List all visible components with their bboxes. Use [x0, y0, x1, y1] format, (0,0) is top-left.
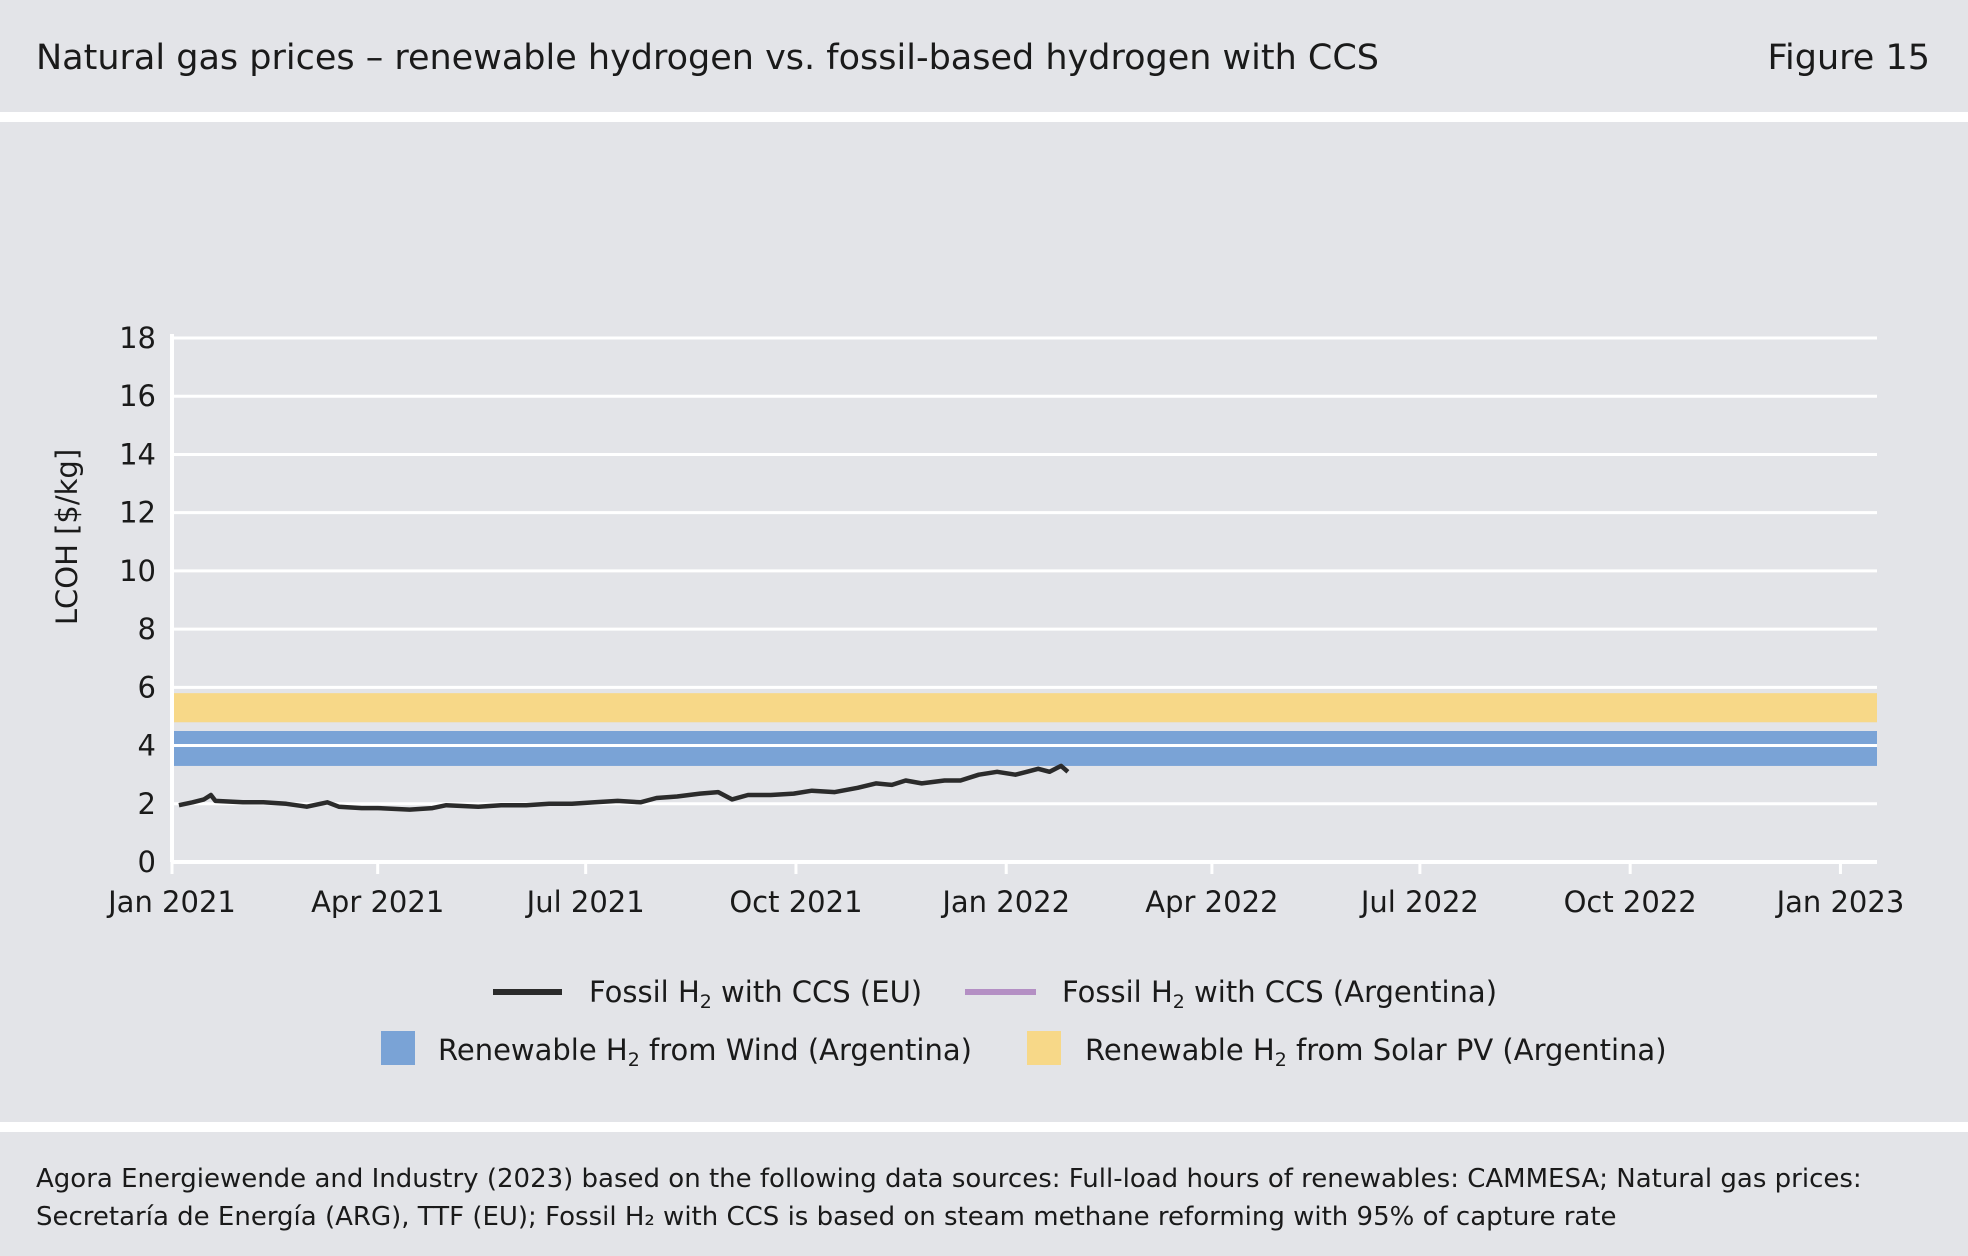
x-tick-label: Jul 2022 — [1359, 885, 1479, 919]
legend-label-band-0: Renewable H2 from Wind (Argentina) — [438, 1033, 972, 1071]
legend-swatch-band-1 — [1027, 1031, 1061, 1065]
source-line-1: Agora Energiewende and Industry (2023) b… — [36, 1164, 1862, 1194]
y-tick-label: 10 — [119, 554, 156, 588]
legend: Fossil H2 with CCS (EU) Fossil H2 with CC… — [381, 975, 1667, 1071]
y-tick-label: 8 — [138, 612, 156, 646]
x-tick-label: Jan 2023 — [1775, 885, 1905, 919]
series-lines — [178, 763, 1070, 812]
header: Natural gas prices – renewable hydrogen … — [0, 0, 1968, 112]
x-tick-label: Jul 2021 — [525, 885, 645, 919]
y-tick-label: 14 — [119, 437, 156, 471]
band-1 — [172, 693, 1877, 723]
x-tick-label: Apr 2021 — [311, 885, 444, 919]
legend-label-band-1: Renewable H2 from Solar PV (Argentina) — [1085, 1033, 1667, 1071]
y-tick-label: 6 — [138, 670, 156, 704]
band-layer — [172, 693, 1877, 766]
x-tick-label: Jan 2022 — [940, 885, 1070, 919]
y-tick-label: 12 — [119, 496, 156, 530]
axes: 0 2 4 6 8 10 12 14 16 18 Jan 2021 Apr 2021 Jul 2021 O… — [106, 321, 1904, 919]
source-line-2: Secretaría de Energía (ARG), TTF (EU); F… — [36, 1202, 1617, 1232]
x-tick-label: Jan 2021 — [106, 885, 236, 919]
gridlines — [172, 336, 1877, 806]
legend-swatch-band-0 — [381, 1031, 415, 1065]
y-tick-label: 16 — [119, 379, 156, 413]
band-0 — [172, 731, 1877, 766]
x-tick-label: Apr 2022 — [1145, 885, 1278, 919]
figure-number: Figure 15 — [1767, 38, 1930, 78]
x-tick-label: Oct 2021 — [729, 885, 862, 919]
source-note: Agora Energiewende and Industry (2023) b… — [36, 1160, 1936, 1236]
x-tick-label: Oct 2022 — [1564, 885, 1697, 919]
y-tick-label: 18 — [119, 321, 156, 355]
y-axis-label: LCOH [$/kg] — [50, 449, 84, 625]
series-line-0 — [178, 763, 1070, 812]
y-tick-label: 0 — [138, 845, 156, 879]
footer: Agora Energiewende and Industry (2023) b… — [0, 1132, 1968, 1256]
y-tick-label: 4 — [138, 729, 156, 763]
chart-title: Natural gas prices – renewable hydrogen … — [36, 38, 1380, 78]
chart-panel: 0 2 4 6 8 10 12 14 16 18 Jan 2021 Apr 2021 Jul 2021 O… — [0, 122, 1968, 1122]
legend-label-series-1: Fossil H2 with CCS (Argentina) — [1062, 975, 1497, 1013]
y-tick-label: 2 — [138, 787, 156, 821]
chart-svg: 0 2 4 6 8 10 12 14 16 18 Jan 2021 Apr 2021 Jul 2021 O… — [50, 321, 1904, 1071]
legend-label-series-0: Fossil H2 with CCS (EU) — [589, 975, 922, 1013]
